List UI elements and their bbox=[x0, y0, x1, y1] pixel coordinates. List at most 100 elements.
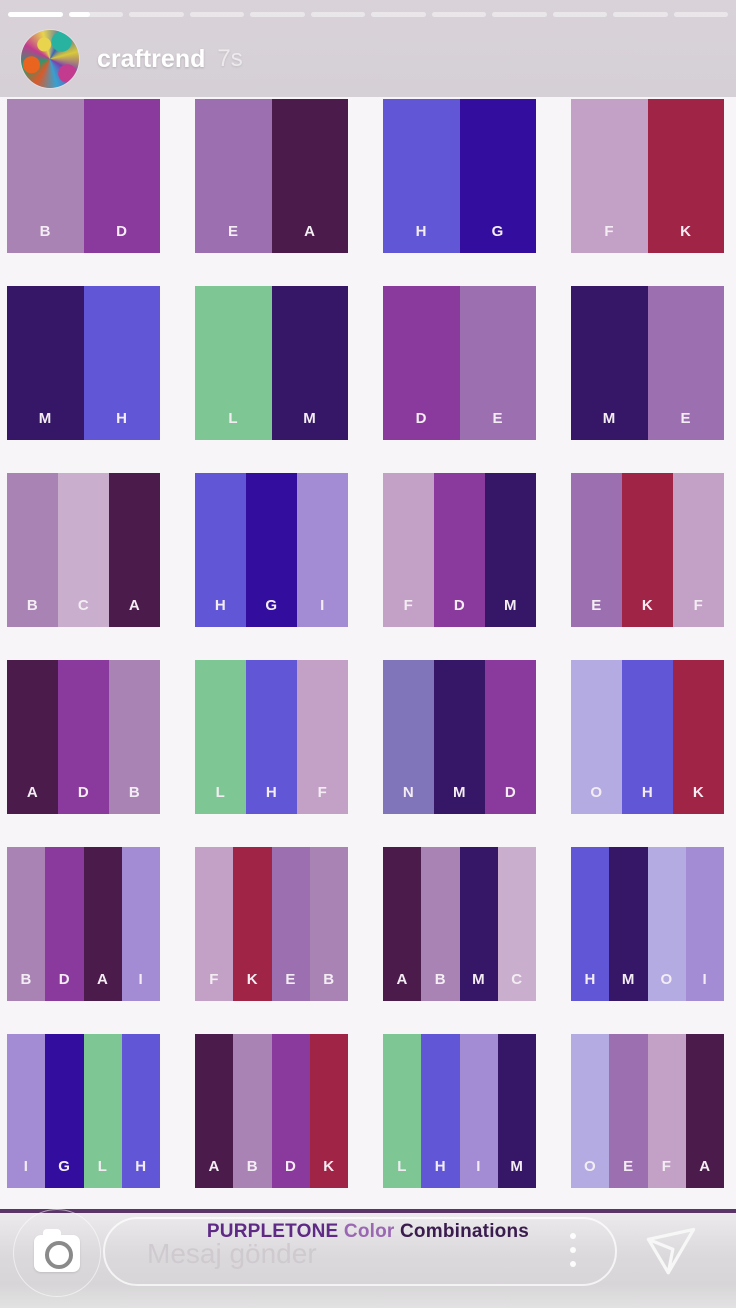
progress-segment bbox=[8, 12, 63, 17]
color-swatch: H bbox=[83, 286, 160, 440]
color-swatch: H bbox=[383, 99, 460, 253]
color-swatch: G bbox=[45, 1034, 84, 1188]
swatch-letter: H bbox=[116, 410, 128, 427]
color-swatch: K bbox=[647, 99, 724, 253]
swatch-letter: L bbox=[397, 1158, 407, 1175]
color-swatch: E bbox=[571, 473, 622, 627]
swatch-letter: I bbox=[23, 1158, 29, 1175]
color-swatch: E bbox=[195, 99, 272, 253]
color-swatch: D bbox=[271, 1034, 310, 1188]
swatch-letter: M bbox=[621, 971, 635, 988]
swatch-letter: H bbox=[434, 1158, 447, 1175]
progress-segment bbox=[552, 12, 607, 17]
color-swatch: K bbox=[309, 1034, 348, 1188]
color-swatch: H bbox=[571, 847, 610, 1001]
color-swatch: H bbox=[246, 660, 297, 814]
color-swatch: D bbox=[45, 847, 84, 1001]
swatch-letter: B bbox=[323, 971, 335, 988]
color-swatch: M bbox=[271, 286, 348, 440]
color-swatch: K bbox=[673, 660, 724, 814]
swatch-letter: I bbox=[702, 971, 708, 988]
color-swatch: I bbox=[121, 847, 160, 1001]
kebab-dots-icon[interactable] bbox=[570, 1233, 576, 1267]
swatch-letter: D bbox=[284, 1158, 297, 1175]
swatch-letter: B bbox=[26, 597, 39, 614]
swatch-letter: F bbox=[403, 597, 414, 614]
progress-segment bbox=[431, 12, 486, 17]
color-swatch: I bbox=[685, 847, 724, 1001]
swatch-letter: K bbox=[680, 223, 692, 240]
swatch-letter: E bbox=[227, 223, 239, 240]
color-swatch: H bbox=[195, 473, 246, 627]
progress-segment bbox=[492, 12, 547, 17]
swatch-letter: M bbox=[510, 1158, 524, 1175]
color-swatch: A bbox=[685, 1034, 724, 1188]
story-progress-bar bbox=[8, 12, 728, 17]
color-swatch: A bbox=[383, 847, 422, 1001]
color-swatch: G bbox=[246, 473, 297, 627]
swatch-letter: B bbox=[246, 1158, 259, 1175]
swatch-letter: I bbox=[320, 597, 325, 614]
swatch-letter: M bbox=[38, 410, 52, 427]
swatch-letter: K bbox=[246, 971, 259, 988]
color-swatch: B bbox=[7, 99, 84, 253]
swatch-letter: A bbox=[26, 784, 39, 801]
color-swatch: F bbox=[383, 473, 434, 627]
camera-button[interactable] bbox=[13, 1209, 101, 1297]
progress-segment bbox=[250, 12, 305, 17]
color-swatch: F bbox=[673, 473, 724, 627]
swatch-letter: I bbox=[476, 1158, 481, 1175]
color-swatch: L bbox=[195, 660, 246, 814]
color-swatch: C bbox=[58, 473, 109, 627]
color-swatch: B bbox=[421, 847, 460, 1001]
color-swatch: A bbox=[7, 660, 58, 814]
color-swatch: M bbox=[485, 473, 536, 627]
color-swatch: B bbox=[233, 1034, 272, 1188]
color-swatch: B bbox=[309, 847, 348, 1001]
swatch-letter: F bbox=[604, 223, 615, 240]
color-swatch: O bbox=[571, 1034, 610, 1188]
swatch-letter: H bbox=[641, 784, 654, 801]
swatch-letter: F bbox=[317, 784, 328, 801]
color-swatch: D bbox=[485, 660, 536, 814]
swatch-letter: E bbox=[285, 971, 296, 988]
color-swatch: H bbox=[622, 660, 673, 814]
color-swatch: K bbox=[622, 473, 673, 627]
color-swatch: H bbox=[121, 1034, 160, 1188]
swatch-letter: O bbox=[584, 1158, 597, 1175]
swatch-letter: G bbox=[491, 223, 504, 240]
swatch-letter: M bbox=[453, 784, 466, 801]
avatar[interactable] bbox=[21, 30, 79, 88]
swatch-letter: E bbox=[591, 597, 602, 614]
swatch-letter: A bbox=[396, 971, 408, 988]
swatch-letter: C bbox=[511, 971, 523, 988]
send-plane-icon[interactable] bbox=[642, 1224, 700, 1285]
color-swatch: O bbox=[571, 660, 622, 814]
color-swatch: L bbox=[383, 1034, 422, 1188]
color-swatch: N bbox=[383, 660, 434, 814]
swatch-letter: A bbox=[699, 1158, 711, 1175]
camera-icon bbox=[34, 1228, 80, 1272]
story-timestamp: 7s bbox=[217, 45, 243, 72]
poster-title-part1: PURPLETONE bbox=[206, 1221, 339, 1242]
swatch-letter: A bbox=[304, 223, 316, 240]
swatch-letter: K bbox=[692, 784, 705, 801]
poster-title-part2: Color bbox=[343, 1221, 395, 1242]
swatch-letter: C bbox=[77, 597, 90, 614]
message-input[interactable] bbox=[145, 1237, 475, 1271]
username[interactable]: craftrend bbox=[97, 44, 206, 73]
progress-segment bbox=[310, 12, 365, 17]
poster-accent-line bbox=[0, 1209, 736, 1213]
